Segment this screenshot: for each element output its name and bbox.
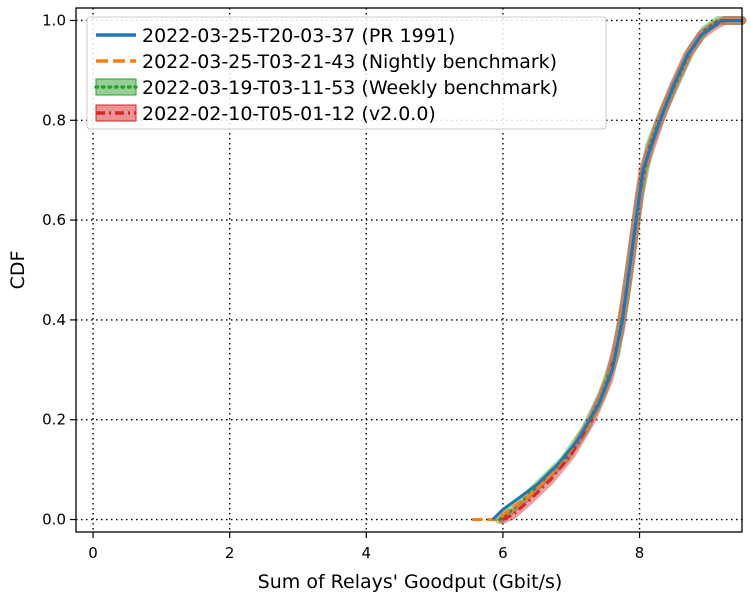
y-axis-ticks: 0.0 0.2 0.4 0.6 0.8 1.0 (42, 11, 76, 529)
y-tick-label: 0.8 (42, 111, 66, 129)
legend-label: 2022-03-19-T03-11-53 (Weekly benchmark) (142, 77, 558, 99)
y-tick-label: 1.0 (42, 11, 66, 29)
y-tick-label: 0.0 (42, 511, 66, 529)
legend-label: 2022-03-25-T03-21-43 (Nightly benchmark) (142, 51, 557, 73)
x-axis-label: Sum of Relays' Goodput (Gbit/s) (258, 571, 563, 593)
series-layer (472, 16, 747, 524)
x-tick-label: 4 (362, 544, 372, 562)
plot-frame (75, 7, 743, 533)
x-tick-label: 8 (635, 544, 645, 562)
x-axis-ticks: 0 2 4 6 8 (88, 532, 644, 562)
legend-label: 2022-03-25-T20-03-37 (PR 1991) (142, 25, 455, 47)
x-tick-label: 6 (498, 544, 508, 562)
legend: 2022-03-25-T20-03-37 (PR 1991) 2022-03-25… (86, 16, 607, 130)
y-tick-label: 0.2 (42, 411, 66, 429)
x-tick-label: 0 (88, 544, 98, 562)
x-tick-label: 2 (225, 544, 235, 562)
legend-box (86, 16, 607, 130)
y-tick-label: 0.4 (42, 311, 66, 329)
legend-label: 2022-02-10-T05-01-12 (v2.0.0) (142, 103, 436, 125)
series-line (491, 19, 742, 521)
y-tick-label: 0.6 (42, 211, 66, 229)
series-line (502, 19, 742, 521)
y-axis-label: CDF (7, 251, 29, 290)
